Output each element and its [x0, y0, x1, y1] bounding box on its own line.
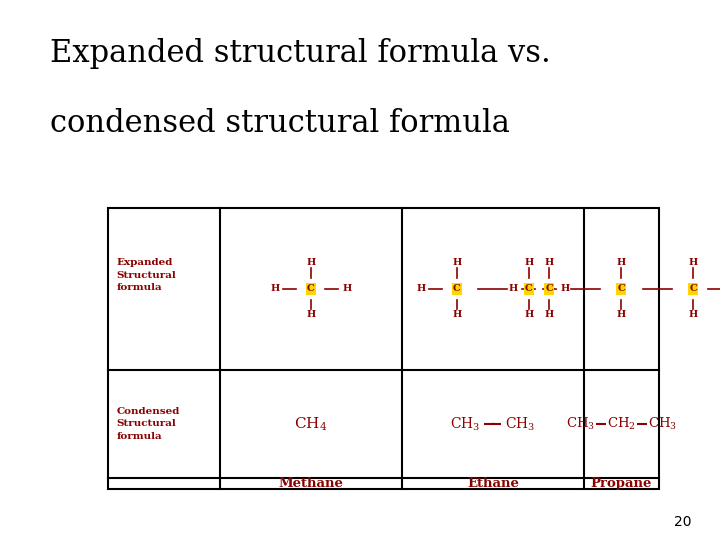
Text: H: H — [342, 285, 351, 293]
Text: C: C — [525, 285, 533, 293]
Text: 20: 20 — [674, 515, 691, 529]
Text: H: H — [452, 259, 462, 267]
Text: H: H — [560, 285, 570, 293]
Text: $\mathregular{CH_3}$: $\mathregular{CH_3}$ — [566, 416, 595, 432]
Bar — [108, 208, 659, 489]
Text: Expanded
Structural
formula: Expanded Structural formula — [117, 259, 176, 292]
Text: H: H — [617, 259, 626, 267]
Text: H: H — [306, 259, 315, 267]
Text: H: H — [524, 259, 534, 267]
Text: H: H — [617, 310, 626, 319]
Text: H: H — [524, 310, 534, 319]
Text: Expanded structural formula vs.: Expanded structural formula vs. — [50, 38, 551, 69]
Text: H: H — [416, 285, 426, 293]
Text: H: H — [452, 310, 462, 319]
Text: Ethane: Ethane — [467, 477, 519, 490]
Text: H: H — [689, 259, 698, 267]
Text: H: H — [306, 310, 315, 319]
Text: C: C — [546, 285, 553, 293]
Text: C: C — [618, 285, 625, 293]
Text: $\mathregular{CH_3}$: $\mathregular{CH_3}$ — [505, 415, 536, 433]
Text: $\mathregular{CH_4}$: $\mathregular{CH_4}$ — [294, 415, 328, 433]
Text: H: H — [270, 285, 279, 293]
Text: H: H — [545, 259, 554, 267]
Text: $\mathregular{CH_3}$: $\mathregular{CH_3}$ — [648, 416, 677, 432]
Text: $\mathregular{CH_2}$: $\mathregular{CH_2}$ — [607, 416, 636, 432]
Text: H: H — [545, 310, 554, 319]
Text: H: H — [689, 310, 698, 319]
Text: H: H — [509, 285, 518, 293]
Text: Propane: Propane — [590, 477, 652, 490]
Text: Condensed
Structural
formula: Condensed Structural formula — [117, 407, 180, 441]
Text: C: C — [307, 285, 315, 293]
Text: Methane: Methane — [278, 477, 343, 490]
Text: C: C — [453, 285, 461, 293]
Text: condensed structural formula: condensed structural formula — [50, 108, 510, 139]
Text: $\mathregular{CH_3}$: $\mathregular{CH_3}$ — [450, 415, 481, 433]
Text: C: C — [690, 285, 697, 293]
